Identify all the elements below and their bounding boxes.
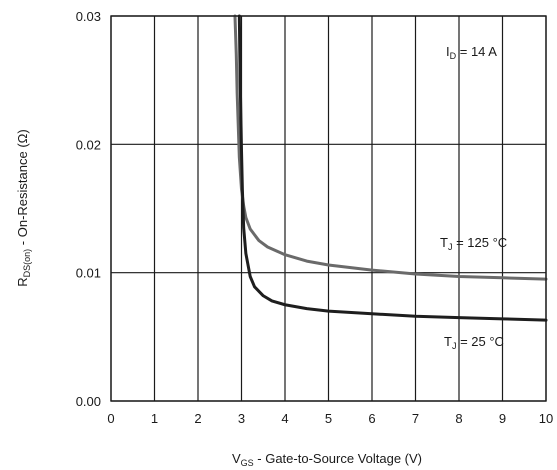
- x-axis-label: VGS - Gate-to-Source Voltage (V): [232, 451, 422, 468]
- y-tick-label-2: 0.02: [76, 137, 101, 152]
- x-tick-labels: 0 1 2 3 4 5 6 7 8 9 10: [107, 411, 553, 426]
- y-tick-labels: 0.00 0.01 0.02 0.03: [76, 9, 101, 409]
- x-tick-label-3: 3: [238, 411, 245, 426]
- x-tick-label-4: 4: [281, 411, 288, 426]
- x-tick-label-1: 1: [151, 411, 158, 426]
- y-axis-label: RDS(on) - On-Resistance (Ω): [15, 129, 32, 286]
- x-tick-label-9: 9: [499, 411, 506, 426]
- x-tick-label-2: 2: [194, 411, 201, 426]
- x-tick-label-5: 5: [325, 411, 332, 426]
- plot-frame: [110, 15, 547, 402]
- x-tick-label-0: 0: [107, 411, 114, 426]
- x-tick-label-8: 8: [455, 411, 462, 426]
- x-tick-label-10: 10: [539, 411, 553, 426]
- x-tick-label-6: 6: [368, 411, 375, 426]
- series-line-0: [233, 14, 548, 281]
- series-layer: [233, 14, 548, 322]
- y-tick-label-0: 0.00: [76, 394, 101, 409]
- annotation-tj-25: TJ = 25 °C: [444, 334, 504, 351]
- y-tick-label-1: 0.01: [76, 266, 101, 281]
- y-tick-label-3: 0.03: [76, 9, 101, 24]
- annotation-id: ID = 14 A: [446, 44, 497, 61]
- series-line-1: [237, 14, 548, 322]
- annotation-tj-125: TJ = 125 °C: [440, 235, 507, 252]
- x-tick-label-7: 7: [412, 411, 419, 426]
